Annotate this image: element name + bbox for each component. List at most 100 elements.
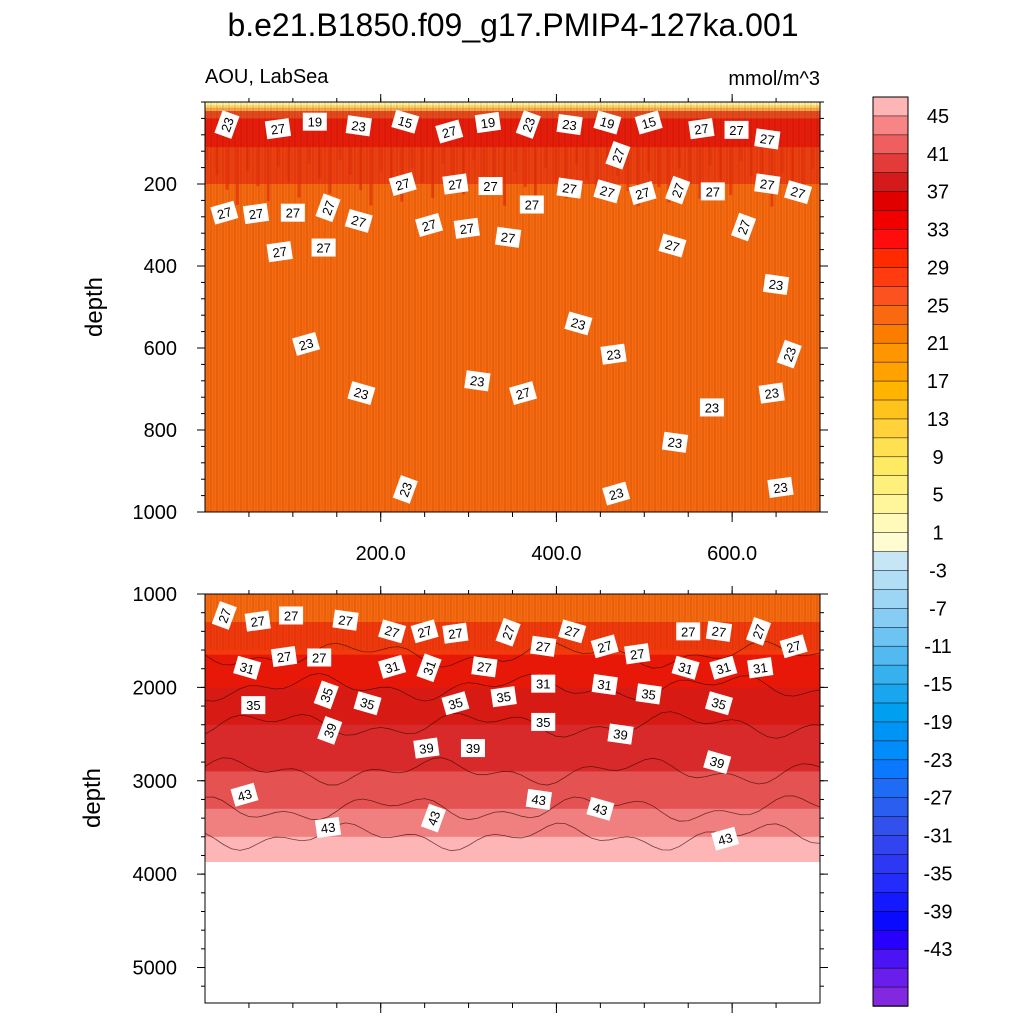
contour-label: 27 [388,172,417,196]
contour-label: 23 [699,398,724,417]
contour-label-box [307,648,332,667]
contour-label-box [279,606,304,625]
contour-label-box [665,175,691,205]
contour-label: 23 [515,110,541,139]
colorbar-label: -31 [924,826,953,848]
colorbar-swatch [872,134,909,155]
contour-label-box [724,120,749,139]
contour-label-text: 27 [749,622,768,641]
contour-label: 35 [531,712,556,731]
contour-label-box [628,181,657,205]
contour-label: 23 [292,331,321,356]
contour-label: 23 [214,110,240,139]
contour-label-box [270,645,298,668]
colorbar-swatch [872,153,909,174]
contour-label-text: 27 [500,229,516,246]
contour-label-box [607,723,634,745]
colorbar-label: 13 [927,409,949,431]
contour-label-box [530,635,557,657]
contour-label-box [435,119,464,144]
contour-label-text: 27 [270,121,286,138]
contour-label-text: 27 [759,131,775,148]
contour-label: 23 [392,475,418,504]
contour-label: 27 [556,177,583,199]
contour-label: 27 [628,181,657,205]
contour-label: 27 [244,610,271,632]
contour-label-text: 27 [706,184,720,199]
contour-label: 35 [353,691,382,716]
contour-label-box [317,715,343,745]
contour-label-box [784,180,813,205]
contour-label-text: 27 [563,623,581,641]
contour-label-box [509,381,538,406]
contour-label: 27 [442,173,469,195]
contour-label-text: 23 [772,479,788,496]
contour-label: 39 [460,739,485,758]
contour-label-text: 27 [248,206,264,223]
contour-label-text: 27 [759,176,775,193]
contour-label: 27 [688,118,715,140]
lower-axes: 1000 2000 3000 4000 5000 [133,584,828,1013]
contour-label-text: 23 [667,434,683,451]
contour-label-text: 43 [531,791,547,808]
contour-label-text: 23 [569,315,587,333]
chart-title: b.e21.B1850.f09_g17.PMIP4-127ka.001 [227,7,798,43]
contour-label-box [460,739,485,758]
contour-label: 35 [635,683,662,705]
y-tick-label: 5000 [133,958,178,980]
contour-label: 27 [478,177,503,196]
contour-label-box [313,680,339,710]
contour-label-text: 27 [669,181,688,200]
x-tick-label: 600.0 [707,543,757,565]
colorbar-swatch [872,570,909,591]
contour-label: 27 [593,179,622,204]
contour-label: 27 [210,200,239,225]
colorbar-label: 1 [932,523,943,545]
colorbar-swatch [872,645,909,666]
lower-contour-line-2 [205,711,820,739]
contour-label-text: 23 [469,373,485,390]
contour-label: 27 [754,128,781,150]
colorbar-swatch [872,948,909,969]
colorbar-swatch [872,911,909,931]
contour-label-box [314,816,342,839]
colorbar-swatch [872,608,909,628]
contour-label-text: 27 [634,184,652,202]
contour-label-text: 27 [276,649,292,666]
contour-label-box [531,712,556,731]
contour-label: 27 [410,619,439,644]
contour-label: 35 [313,680,339,710]
contour-label: 43 [711,826,740,851]
y-tick-label: 2000 [133,677,178,699]
colorbar: 45 41 37 33 29 25 21 17 13 9 5 1 -3 -7 -11 -15 -19 -23 -27… [872,96,953,1007]
contour-label-box [704,691,733,716]
contour-label-text: 27 [785,638,803,656]
y-tick-label: 1000 [133,502,178,524]
colorbar-swatch [872,873,909,894]
contour-label-box [495,617,521,647]
contour-label: 31 [591,673,618,696]
contour-label-box [392,475,418,504]
contour-label-text: 23 [764,385,780,402]
contour-label-box [471,656,498,678]
contour-label-box [347,381,376,406]
contour-label: 27 [658,233,687,258]
contour-label: 27 [471,656,498,678]
contour-label: 35 [490,686,517,708]
colorbar-swatch [872,475,909,496]
contour-label-box [758,382,785,404]
contour-label-box [292,331,321,356]
contour-label-text: 27 [735,218,754,237]
colorbar-swatch [872,399,909,420]
contour-label-text: 27 [316,241,330,256]
contour-label-text: 31 [714,659,732,677]
contour-label-box [593,110,622,135]
upper-axes: 200 400 600 800 1000 200.0 400.0 600.0 [133,94,828,565]
contour-label-text: 27 [476,659,492,676]
contour-label-box [676,622,701,641]
contour-label-text: 27 [598,183,616,201]
contour-label-text: 27 [525,198,539,213]
contour-label-text: 43 [424,809,443,828]
colorbar-frame [872,96,909,1007]
